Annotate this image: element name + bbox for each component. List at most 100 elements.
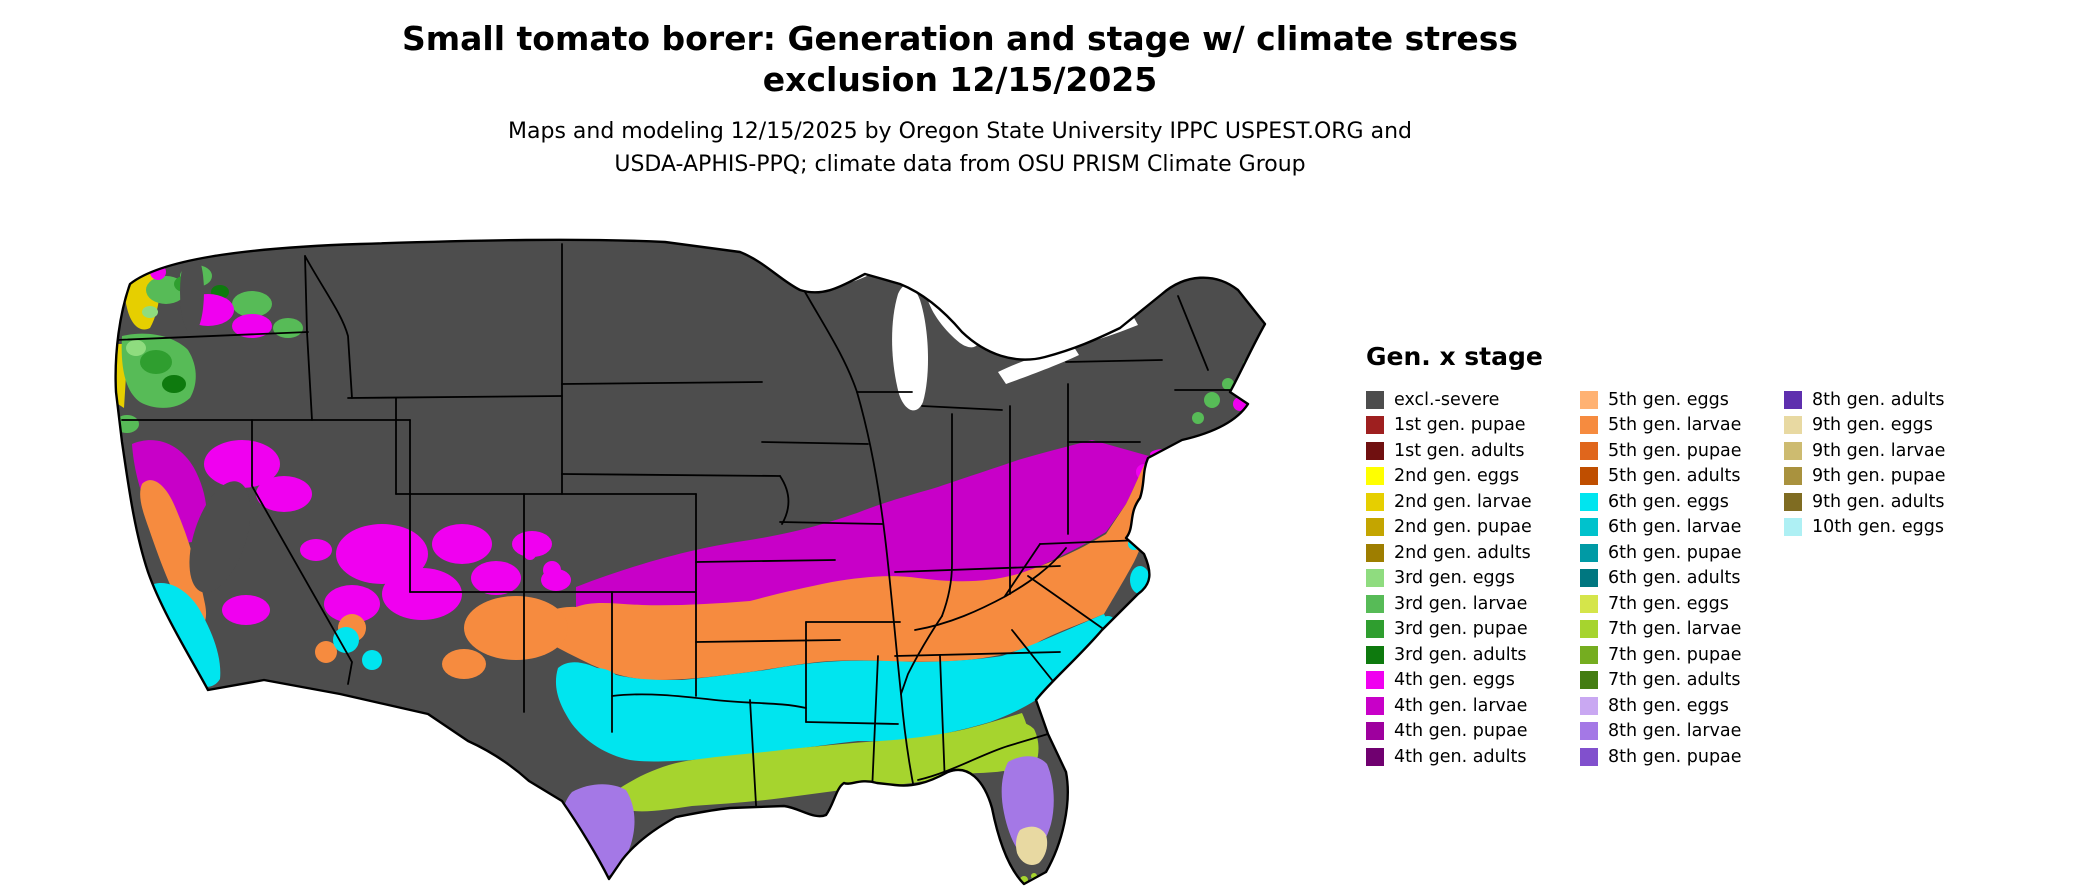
legend-item: 2nd gen. adults xyxy=(1366,540,1580,566)
legend-swatch xyxy=(1580,467,1598,486)
legend-item: 7th gen. eggs xyxy=(1580,591,1784,617)
legend-label: 3rd gen. pupae xyxy=(1394,619,1528,640)
legend-label: 8th gen. larvae xyxy=(1608,721,1742,742)
page-title-line-1: Small tomato borer: Generation and stage… xyxy=(401,19,1519,58)
legend: Gen. x stage excl.-severe 1st gen. pupae… xyxy=(1366,342,2086,770)
legend-label: 9th gen. adults xyxy=(1812,491,1945,512)
legend-label: 6th gen. pupae xyxy=(1608,542,1742,563)
legend-swatch xyxy=(1580,645,1598,664)
legend-item: 8th gen. pupae xyxy=(1580,744,1784,770)
legend-label: 4th gen. larvae xyxy=(1394,695,1528,716)
legend-label: excl.-severe xyxy=(1394,389,1500,410)
legend-item: 4th gen. pupae xyxy=(1366,719,1580,745)
legend-swatch xyxy=(1580,696,1598,715)
map-region-gen9 xyxy=(1016,826,1048,865)
map-band-gen6 xyxy=(154,538,1150,762)
us-generation-stage-map xyxy=(100,232,1324,888)
legend-label: 9th gen. pupae xyxy=(1812,466,1946,487)
page-subtitle: Maps and modeling 12/15/2025 by Oregon S… xyxy=(260,115,1660,181)
legend-swatch xyxy=(1580,671,1598,690)
legend-swatch xyxy=(1366,543,1384,562)
legend-item: 7th gen. larvae xyxy=(1580,617,1784,643)
map-header: Small tomato borer: Generation and stage… xyxy=(260,18,1660,181)
legend-swatch xyxy=(1366,722,1384,741)
legend-swatch xyxy=(1366,416,1384,435)
legend-columns: excl.-severe 1st gen. pupae 1st gen. adu… xyxy=(1366,387,2086,770)
lake-ontario xyxy=(1084,316,1138,342)
legend-title: Gen. x stage xyxy=(1366,342,1543,371)
legend-swatch xyxy=(1580,722,1598,741)
legend-swatch xyxy=(1366,390,1384,409)
legend-label: 5th gen. eggs xyxy=(1608,389,1729,410)
legend-item: 6th gen. eggs xyxy=(1580,489,1784,515)
us-map-svg xyxy=(114,238,1267,886)
legend-item: 9th gen. adults xyxy=(1784,489,2004,515)
legend-item: 4th gen. eggs xyxy=(1366,668,1580,694)
legend-swatch xyxy=(1580,390,1598,409)
legend-label: 6th gen. eggs xyxy=(1608,491,1729,512)
legend-swatch xyxy=(1366,696,1384,715)
legend-item: 6th gen. adults xyxy=(1580,566,1784,592)
legend-swatch xyxy=(1784,390,1802,409)
legend-label: 8th gen. eggs xyxy=(1608,695,1729,716)
legend-label: 3rd gen. larvae xyxy=(1394,593,1528,614)
page-subtitle-line-1: Maps and modeling 12/15/2025 by Oregon S… xyxy=(508,119,1412,144)
legend-label: 2nd gen. larvae xyxy=(1394,491,1532,512)
legend-item: 9th gen. pupae xyxy=(1784,464,2004,490)
legend-swatch xyxy=(1366,441,1384,460)
legend-item: 9th gen. eggs xyxy=(1784,413,2004,439)
legend-item: 5th gen. eggs xyxy=(1580,387,1784,413)
legend-item: 8th gen. eggs xyxy=(1580,693,1784,719)
legend-item: 10th gen. eggs xyxy=(1784,515,2004,541)
legend-swatch xyxy=(1580,747,1598,766)
legend-label: 1st gen. pupae xyxy=(1394,415,1526,436)
legend-label: 10th gen. eggs xyxy=(1812,517,1944,538)
map-band-gen5 xyxy=(140,456,1158,680)
legend-swatch xyxy=(1784,416,1802,435)
lake-huron xyxy=(927,287,979,348)
legend-label: 4th gen. pupae xyxy=(1394,721,1528,742)
legend-swatch xyxy=(1784,518,1802,537)
legend-label: 7th gen. pupae xyxy=(1608,644,1742,665)
page-subtitle-line-2: USDA-APHIS-PPQ; climate data from OSU PR… xyxy=(614,152,1306,177)
legend-label: 7th gen. adults xyxy=(1608,670,1741,691)
legend-column-3: 8th gen. adults 9th gen. eggs 9th gen. l… xyxy=(1784,387,2004,540)
legend-label: 6th gen. adults xyxy=(1608,568,1741,589)
legend-column-2: 5th gen. eggs 5th gen. larvae 5th gen. p… xyxy=(1580,387,1784,770)
legend-label: 3rd gen. eggs xyxy=(1394,568,1515,589)
legend-swatch xyxy=(1580,441,1598,460)
legend-label: 8th gen. adults xyxy=(1812,389,1945,410)
legend-label: 5th gen. larvae xyxy=(1608,415,1742,436)
legend-item: 3rd gen. pupae xyxy=(1366,617,1580,643)
state-borders xyxy=(115,243,1231,823)
legend-label: 6th gen. larvae xyxy=(1608,517,1742,538)
legend-item: 3rd gen. adults xyxy=(1366,642,1580,668)
legend-swatch xyxy=(1580,569,1598,588)
legend-label: 2nd gen. eggs xyxy=(1394,466,1520,487)
legend-swatch xyxy=(1784,441,1802,460)
legend-label: 9th gen. larvae xyxy=(1812,440,1946,461)
legend-label: 1st gen. adults xyxy=(1394,440,1525,461)
legend-item: 7th gen. adults xyxy=(1580,668,1784,694)
legend-swatch xyxy=(1366,645,1384,664)
legend-label: 7th gen. eggs xyxy=(1608,593,1729,614)
map-patches-gen3-eggs xyxy=(126,306,158,356)
legend-swatch xyxy=(1366,492,1384,511)
legend-label: 3rd gen. adults xyxy=(1394,644,1527,665)
page-title-line-2: exclusion 12/15/2025 xyxy=(762,60,1158,99)
legend-label: 5th gen. pupae xyxy=(1608,440,1742,461)
legend-swatch xyxy=(1784,467,1802,486)
lake-superior xyxy=(734,241,886,285)
legend-label: 4th gen. adults xyxy=(1394,746,1527,767)
legend-item: 5th gen. adults xyxy=(1580,464,1784,490)
legend-item: 8th gen. adults xyxy=(1784,387,2004,413)
legend-item: 7th gen. pupae xyxy=(1580,642,1784,668)
legend-item: 1st gen. adults xyxy=(1366,438,1580,464)
lake-michigan xyxy=(892,284,929,411)
legend-label: 2nd gen. pupae xyxy=(1394,517,1532,538)
legend-swatch xyxy=(1366,620,1384,639)
legend-item: 1st gen. pupae xyxy=(1366,413,1580,439)
legend-swatch xyxy=(1366,671,1384,690)
legend-swatch xyxy=(1580,518,1598,537)
map-mountain-exclusion xyxy=(180,250,251,593)
